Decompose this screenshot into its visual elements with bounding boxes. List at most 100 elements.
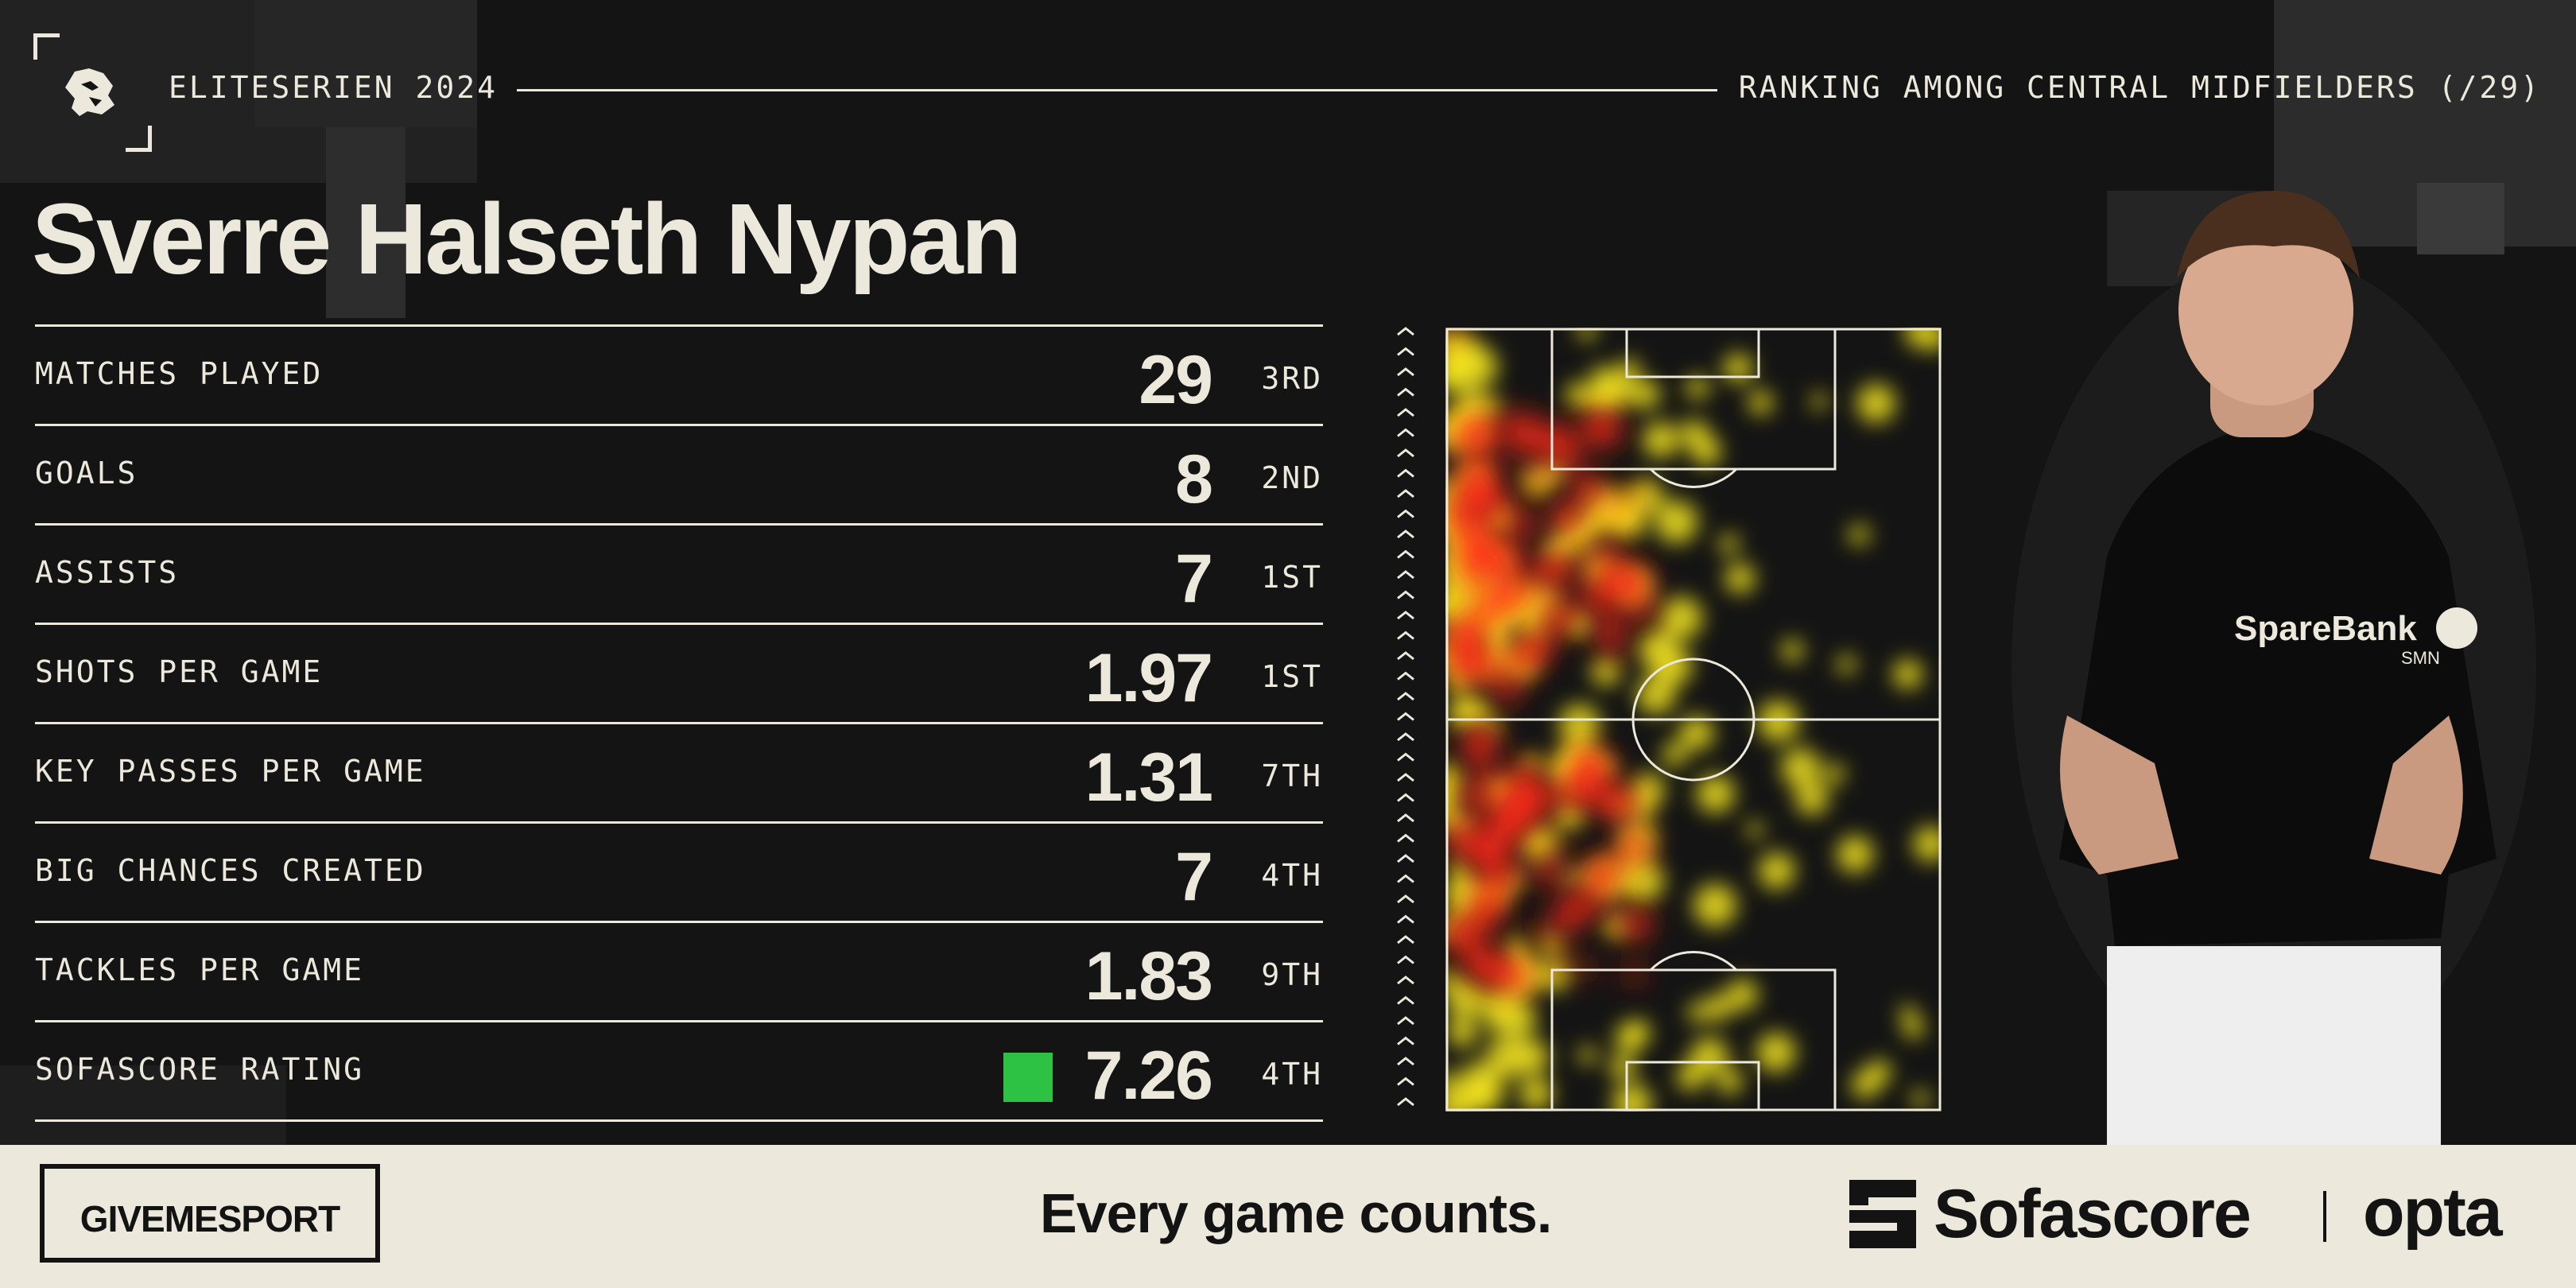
heatmap-blob xyxy=(1630,379,1660,409)
heatmap-blob xyxy=(1755,1032,1796,1073)
chevron-up-icon xyxy=(1397,752,1414,762)
chevron-up-icon xyxy=(1397,854,1414,863)
heatmap-blob xyxy=(1550,437,1581,468)
stat-label: GOALS xyxy=(35,456,138,491)
chevron-up-icon xyxy=(1397,833,1414,843)
stat-row: TACKLES PER GAME 1.83 9TH xyxy=(35,921,1323,1020)
chevron-up-icon xyxy=(1397,813,1414,823)
heatmap-blob xyxy=(1486,859,1517,890)
sofascore-logo-icon xyxy=(1849,1180,1916,1248)
stat-rank: 1ST xyxy=(1261,659,1323,694)
heatmap-blob xyxy=(1724,563,1755,594)
heatmap-blob xyxy=(1573,473,1594,495)
heatmap-blob xyxy=(1497,960,1531,993)
stat-rank: 7TH xyxy=(1261,758,1323,793)
stat-value: 7 xyxy=(1175,839,1213,915)
heatmap-blob xyxy=(1558,770,1596,809)
heatmap-blob xyxy=(1655,500,1698,544)
heatmap-blob xyxy=(1642,421,1679,459)
heatmap-blob xyxy=(1623,1019,1651,1047)
stat-value: 7.26 xyxy=(1084,1038,1213,1114)
heatmap-blob xyxy=(1556,952,1571,968)
stat-value: 1.97 xyxy=(1084,640,1213,716)
heatmap-blob xyxy=(1528,634,1554,661)
stats-table: MATCHES PLAYED 29 3RD GOALS 8 2ND ASSIST… xyxy=(35,324,1323,1122)
heatmap-blob xyxy=(1717,1069,1743,1095)
chevron-up-icon xyxy=(1397,671,1414,681)
heatmap-blob xyxy=(1619,832,1651,863)
background-block xyxy=(2417,183,2504,254)
heatmap-blob xyxy=(1824,763,1845,785)
chevron-up-icon xyxy=(1397,914,1414,924)
chevron-up-icon xyxy=(1397,530,1414,539)
tagline: Every game counts. xyxy=(1040,1182,1552,1244)
heatmap-blob xyxy=(1453,875,1471,894)
heatmap-blob xyxy=(1810,393,1828,409)
heatmap-blob xyxy=(1472,462,1491,480)
heatmap-blob xyxy=(1687,1003,1708,1023)
stat-rank: 3RD xyxy=(1261,361,1323,396)
heatmap-blob xyxy=(1629,599,1653,623)
heatmap-blob xyxy=(1445,980,1485,1018)
heatmap-blob xyxy=(1482,985,1523,1025)
heatmap-blob xyxy=(1719,534,1740,554)
heatmap-blob xyxy=(1493,592,1516,615)
heatmap-blob xyxy=(1903,1017,1924,1039)
heatmap-blob xyxy=(1693,883,1737,928)
stat-label: ASSISTS xyxy=(35,555,180,590)
stat-label: KEY PASSES PER GAME xyxy=(35,754,426,789)
opta-wordmark: opta xyxy=(2363,1174,2503,1251)
heatmap-blob xyxy=(1746,821,1763,838)
stat-row: SOFASCORE RATING 7.26 4TH xyxy=(35,1020,1323,1122)
heatmap-blob xyxy=(1449,857,1468,875)
stat-row: KEY PASSES PER GAME 1.31 7TH xyxy=(35,722,1323,821)
chevron-up-icon xyxy=(1397,590,1414,599)
chevron-up-icon xyxy=(1397,1097,1414,1107)
chevron-up-icon xyxy=(1397,630,1414,640)
chevron-up-icon xyxy=(1397,387,1414,397)
stat-row: BIG CHANCES CREATED 7 4TH xyxy=(35,821,1323,921)
stat-label: TACKLES PER GAME xyxy=(35,952,365,987)
heatmap-blob xyxy=(1578,1046,1597,1065)
heatmap-blob xyxy=(1530,925,1546,942)
heatmap-blob xyxy=(1605,639,1624,658)
heatmap-blob xyxy=(1488,851,1505,867)
background-block xyxy=(254,0,477,127)
heatmap-blob xyxy=(1578,513,1602,537)
stat-value: 1.31 xyxy=(1084,739,1213,816)
heatmap-blob xyxy=(1690,1037,1728,1075)
sofascore-wordmark: Sofascore xyxy=(1934,1176,2252,1252)
chevron-up-icon xyxy=(1397,428,1414,437)
chevron-up-icon xyxy=(1397,367,1414,377)
chevron-up-icon xyxy=(1397,1016,1414,1026)
heatmap-blob xyxy=(1560,554,1577,571)
header-divider xyxy=(517,89,1717,91)
heatmap-blob xyxy=(1726,979,1759,1011)
footer: GIVEMESPORT Every game counts. Sofascore… xyxy=(0,1145,2576,1288)
rating-color-square xyxy=(1003,1053,1053,1102)
chevron-up-icon xyxy=(1397,549,1414,559)
heatmap-blob xyxy=(1467,1077,1504,1111)
sponsor-text: SpareBank xyxy=(2234,609,2417,648)
heatmap-blob xyxy=(1593,786,1624,816)
heatmap-blob xyxy=(1636,676,1676,715)
chevron-up-icon xyxy=(1397,773,1414,782)
heatmap-blob xyxy=(1469,911,1493,935)
heatmap-blob xyxy=(1620,859,1664,903)
corner-bracket-bottom-right xyxy=(126,126,152,152)
heatmap-blob xyxy=(1457,550,1486,579)
heatmap-blob xyxy=(1533,553,1569,589)
heatmap-blob xyxy=(1609,1053,1636,1080)
heatmap-blob xyxy=(1597,496,1612,512)
chevron-up-icon xyxy=(1397,651,1414,661)
heatmap-blob xyxy=(1631,794,1655,819)
chevron-up-icon xyxy=(1397,468,1414,478)
heatmap-blob xyxy=(1495,677,1521,703)
chevron-up-icon xyxy=(1397,793,1414,802)
corner-bracket-top-left xyxy=(33,33,60,60)
chevron-up-icon xyxy=(1397,1036,1414,1046)
heatmap-blob xyxy=(1535,857,1562,884)
heatmap-blob xyxy=(1625,965,1644,983)
stat-rank: 1ST xyxy=(1261,560,1323,595)
heatmap-blob xyxy=(1757,700,1799,743)
